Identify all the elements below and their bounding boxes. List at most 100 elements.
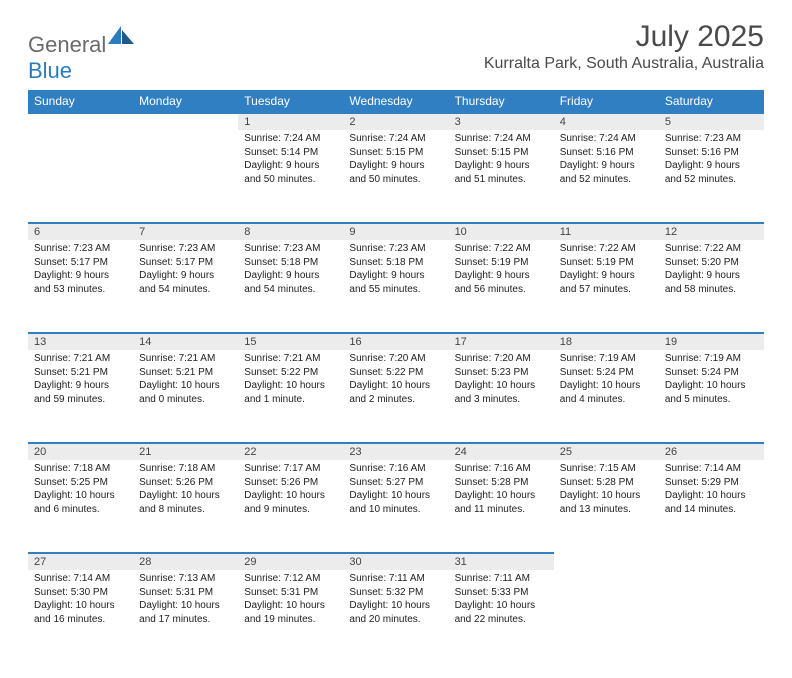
day-cell: Sunrise: 7:18 AMSunset: 5:25 PMDaylight:… [28,460,133,548]
day-cell: Sunrise: 7:24 AMSunset: 5:15 PMDaylight:… [343,130,448,218]
day-number: 7 [133,222,238,240]
day-cell: Sunrise: 7:12 AMSunset: 5:31 PMDaylight:… [238,570,343,658]
day-number: 27 [28,552,133,570]
day-number: 21 [133,442,238,460]
day-header: Friday [554,90,659,112]
day-details: Sunrise: 7:21 AMSunset: 5:22 PMDaylight:… [238,350,343,412]
week-daynum-row: 12345 [28,112,764,130]
day-details: Sunrise: 7:20 AMSunset: 5:22 PMDaylight:… [343,350,448,412]
day-cell: Sunrise: 7:20 AMSunset: 5:22 PMDaylight:… [343,350,448,438]
day-number: 24 [449,442,554,460]
day-number: 13 [28,332,133,350]
day-number: 28 [133,552,238,570]
day-cell [133,130,238,218]
day-cell: Sunrise: 7:11 AMSunset: 5:33 PMDaylight:… [449,570,554,658]
day-cell: Sunrise: 7:18 AMSunset: 5:26 PMDaylight:… [133,460,238,548]
day-cell: Sunrise: 7:15 AMSunset: 5:28 PMDaylight:… [554,460,659,548]
day-number: 26 [659,442,764,460]
day-cell: Sunrise: 7:22 AMSunset: 5:20 PMDaylight:… [659,240,764,328]
day-details: Sunrise: 7:24 AMSunset: 5:15 PMDaylight:… [343,130,448,192]
day-number: 25 [554,442,659,460]
day-header: Monday [133,90,238,112]
day-details: Sunrise: 7:24 AMSunset: 5:14 PMDaylight:… [238,130,343,192]
day-cell: Sunrise: 7:11 AMSunset: 5:32 PMDaylight:… [343,570,448,658]
day-number: 18 [554,332,659,350]
day-details: Sunrise: 7:23 AMSunset: 5:17 PMDaylight:… [133,240,238,302]
day-details: Sunrise: 7:21 AMSunset: 5:21 PMDaylight:… [133,350,238,412]
day-number: 3 [449,112,554,130]
day-details: Sunrise: 7:11 AMSunset: 5:33 PMDaylight:… [449,570,554,632]
day-details: Sunrise: 7:12 AMSunset: 5:31 PMDaylight:… [238,570,343,632]
calendar-body: 12345Sunrise: 7:24 AMSunset: 5:14 PMDayl… [28,112,764,658]
day-number: 9 [343,222,448,240]
day-cell: Sunrise: 7:23 AMSunset: 5:17 PMDaylight:… [28,240,133,328]
day-details: Sunrise: 7:15 AMSunset: 5:28 PMDaylight:… [554,460,659,522]
day-cell: Sunrise: 7:22 AMSunset: 5:19 PMDaylight:… [554,240,659,328]
day-cell: Sunrise: 7:21 AMSunset: 5:22 PMDaylight:… [238,350,343,438]
brand-logo: GeneralBlue [28,26,134,84]
day-details: Sunrise: 7:13 AMSunset: 5:31 PMDaylight:… [133,570,238,632]
week-content-row: Sunrise: 7:21 AMSunset: 5:21 PMDaylight:… [28,350,764,438]
brand-part1: General [28,32,106,57]
calendar-header-row: SundayMondayTuesdayWednesdayThursdayFrid… [28,90,764,112]
day-details: Sunrise: 7:19 AMSunset: 5:24 PMDaylight:… [659,350,764,412]
brand-part2: Blue [28,58,72,83]
day-number: 19 [659,332,764,350]
day-details: Sunrise: 7:17 AMSunset: 5:26 PMDaylight:… [238,460,343,522]
day-details: Sunrise: 7:16 AMSunset: 5:28 PMDaylight:… [449,460,554,522]
day-number: 29 [238,552,343,570]
day-cell: Sunrise: 7:24 AMSunset: 5:14 PMDaylight:… [238,130,343,218]
week-content-row: Sunrise: 7:23 AMSunset: 5:17 PMDaylight:… [28,240,764,328]
day-details: Sunrise: 7:14 AMSunset: 5:29 PMDaylight:… [659,460,764,522]
day-cell [554,570,659,658]
day-number: 23 [343,442,448,460]
day-number: 15 [238,332,343,350]
day-number: 20 [28,442,133,460]
day-number: 6 [28,222,133,240]
week-daynum-row: 13141516171819 [28,332,764,350]
day-cell: Sunrise: 7:16 AMSunset: 5:28 PMDaylight:… [449,460,554,548]
day-cell: Sunrise: 7:22 AMSunset: 5:19 PMDaylight:… [449,240,554,328]
day-cell: Sunrise: 7:23 AMSunset: 5:16 PMDaylight:… [659,130,764,218]
week-daynum-row: 20212223242526 [28,442,764,460]
week-content-row: Sunrise: 7:18 AMSunset: 5:25 PMDaylight:… [28,460,764,548]
day-cell: Sunrise: 7:19 AMSunset: 5:24 PMDaylight:… [659,350,764,438]
day-details: Sunrise: 7:24 AMSunset: 5:16 PMDaylight:… [554,130,659,192]
day-cell: Sunrise: 7:17 AMSunset: 5:26 PMDaylight:… [238,460,343,548]
day-cell: Sunrise: 7:13 AMSunset: 5:31 PMDaylight:… [133,570,238,658]
day-number: 12 [659,222,764,240]
title-block: July 2025 Kurralta Park, South Australia… [484,20,764,73]
day-cell: Sunrise: 7:24 AMSunset: 5:16 PMDaylight:… [554,130,659,218]
day-number: 5 [659,112,764,130]
day-header: Tuesday [238,90,343,112]
day-number: 2 [343,112,448,130]
day-details: Sunrise: 7:23 AMSunset: 5:18 PMDaylight:… [238,240,343,302]
day-cell: Sunrise: 7:14 AMSunset: 5:29 PMDaylight:… [659,460,764,548]
day-cell: Sunrise: 7:14 AMSunset: 5:30 PMDaylight:… [28,570,133,658]
week-daynum-row: 6789101112 [28,222,764,240]
brand-text: GeneralBlue [28,26,134,84]
day-cell: Sunrise: 7:21 AMSunset: 5:21 PMDaylight:… [133,350,238,438]
day-number: 17 [449,332,554,350]
week-daynum-row: 2728293031 [28,552,764,570]
day-number: 14 [133,332,238,350]
logo-sail-icon [108,26,134,44]
day-details: Sunrise: 7:21 AMSunset: 5:21 PMDaylight:… [28,350,133,412]
empty-day [133,112,238,130]
day-details: Sunrise: 7:23 AMSunset: 5:16 PMDaylight:… [659,130,764,192]
day-cell: Sunrise: 7:20 AMSunset: 5:23 PMDaylight:… [449,350,554,438]
day-details: Sunrise: 7:22 AMSunset: 5:19 PMDaylight:… [449,240,554,302]
day-number: 22 [238,442,343,460]
day-number: 16 [343,332,448,350]
day-number: 11 [554,222,659,240]
day-number: 30 [343,552,448,570]
empty-day [28,112,133,130]
day-details: Sunrise: 7:11 AMSunset: 5:32 PMDaylight:… [343,570,448,632]
calendar-page: GeneralBlue July 2025 Kurralta Park, Sou… [0,0,792,678]
day-header: Sunday [28,90,133,112]
day-cell: Sunrise: 7:23 AMSunset: 5:17 PMDaylight:… [133,240,238,328]
day-details: Sunrise: 7:19 AMSunset: 5:24 PMDaylight:… [554,350,659,412]
day-details: Sunrise: 7:22 AMSunset: 5:20 PMDaylight:… [659,240,764,302]
day-cell: Sunrise: 7:23 AMSunset: 5:18 PMDaylight:… [238,240,343,328]
day-details: Sunrise: 7:23 AMSunset: 5:18 PMDaylight:… [343,240,448,302]
